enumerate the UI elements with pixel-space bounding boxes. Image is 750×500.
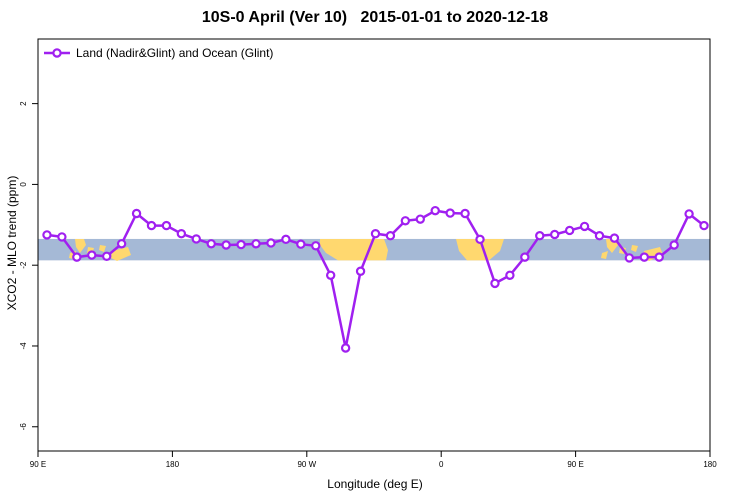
data-point xyxy=(654,252,664,262)
x-axis-title: Longitude (deg E) xyxy=(327,477,423,491)
data-point xyxy=(221,240,231,250)
data-point xyxy=(460,208,470,219)
x-tick-label: 180 xyxy=(166,460,180,469)
data-point xyxy=(116,239,127,249)
data-point xyxy=(161,220,172,231)
data-point xyxy=(355,266,366,276)
legend-marker xyxy=(52,48,62,58)
x-tick-label: 90 E xyxy=(567,460,583,469)
land-patch xyxy=(631,244,638,252)
legend: Land (Nadir&Glint) and Ocean (Glint) xyxy=(44,46,273,60)
plot-frame xyxy=(37,38,711,452)
data-point xyxy=(340,343,351,353)
data-point xyxy=(281,234,291,245)
data-point xyxy=(385,231,396,241)
data-point xyxy=(669,240,679,250)
data-point xyxy=(146,220,157,231)
data-point xyxy=(430,205,440,216)
y-tick-label: 0 xyxy=(19,182,28,187)
y-tick-label: -6 xyxy=(19,423,28,431)
data-point xyxy=(415,214,425,224)
data-point xyxy=(101,251,112,262)
x-tick-label: 90 W xyxy=(297,460,316,469)
data-point xyxy=(57,232,67,242)
data-point xyxy=(176,228,187,239)
data-point xyxy=(400,216,411,226)
data-point xyxy=(296,239,306,249)
land-patch xyxy=(99,244,106,252)
data-point xyxy=(42,230,52,240)
land-patch xyxy=(601,250,608,259)
data-point xyxy=(535,231,545,241)
data-point xyxy=(505,270,515,280)
data-point xyxy=(236,239,246,250)
data-point xyxy=(206,239,216,249)
data-point xyxy=(594,231,605,241)
data-point xyxy=(72,252,82,262)
data-point xyxy=(579,221,590,232)
land-patch xyxy=(75,238,86,253)
data-point xyxy=(266,238,276,248)
data-point xyxy=(609,233,620,243)
data-point xyxy=(311,241,321,251)
data-point xyxy=(624,253,635,263)
data-point xyxy=(490,278,500,289)
y-tick-label: 2 xyxy=(19,101,28,106)
x-tick-label: 0 xyxy=(439,460,444,469)
data-point xyxy=(131,208,142,219)
map-band xyxy=(38,238,710,261)
data-point xyxy=(445,208,455,218)
y-tick-label: -2 xyxy=(19,261,28,269)
data-point xyxy=(370,228,381,239)
data-point xyxy=(475,234,485,245)
data-point xyxy=(251,239,261,249)
land-patch xyxy=(111,246,131,261)
data-point xyxy=(520,252,530,262)
x-tick-label: 90 E xyxy=(30,460,46,469)
data-point xyxy=(87,250,97,260)
data-point xyxy=(191,234,201,244)
land-patch xyxy=(456,238,504,261)
x-tick-label: 180 xyxy=(703,460,717,469)
data-point xyxy=(564,225,575,236)
legend-label: Land (Nadir&Glint) and Ocean (Glint) xyxy=(76,46,273,60)
chart-title: 10S-0 April (Ver 10) 2015-01-01 to 2020-… xyxy=(201,9,549,26)
data-point xyxy=(699,220,709,231)
data-point xyxy=(684,209,694,219)
data-point xyxy=(549,229,560,240)
data-point xyxy=(639,252,649,262)
data-point xyxy=(325,270,336,280)
y-tick-label: -4 xyxy=(19,342,28,350)
